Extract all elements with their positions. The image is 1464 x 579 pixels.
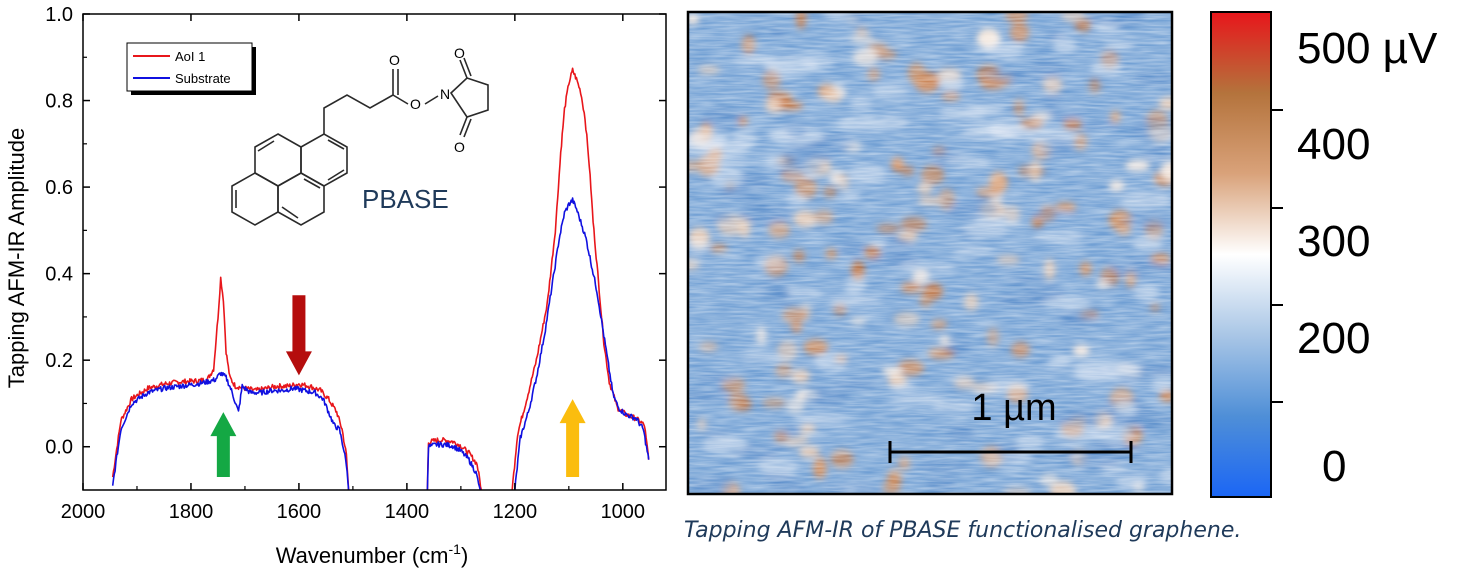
- afm-hotspots: [688, 12, 1172, 494]
- figure-caption: Tapping AFM-IR of PBASE functionalised g…: [684, 518, 1242, 543]
- x-tick-label: 1600: [277, 501, 322, 523]
- y-tick-label: 0.0: [45, 437, 73, 459]
- scale-bar-label: 1 µm: [971, 387, 1056, 429]
- svg-text:O: O: [454, 45, 465, 61]
- x-tick-label: 1400: [385, 501, 430, 523]
- pbase-molecule-structure: [231, 57, 489, 226]
- colorbar-tick-300: 300: [1297, 217, 1370, 266]
- molecule-atom-labels: O O N O O: [389, 45, 465, 155]
- legend-label-aoi: AoI 1: [175, 49, 205, 64]
- series-line-substrate-segment-1: [111, 371, 350, 491]
- ir-spectrum-chart: 2000 1800 1600 1400 1200 1000 0.0 0.2 0.4 0.6 0.8 1…: [4, 4, 667, 568]
- colorbar-tick-0: 0: [1322, 442, 1346, 491]
- y-axis-label: Tapping AFM-IR Amplitude: [4, 128, 29, 388]
- svg-text:O: O: [410, 96, 421, 112]
- y-tick-label: 0.8: [45, 91, 73, 113]
- series-line-substrate-segment-2: [426, 441, 482, 491]
- colorbar-tick-200: 200: [1297, 314, 1370, 363]
- svg-text:N: N: [440, 86, 450, 102]
- molecule-label: PBASE: [362, 184, 449, 214]
- annotation-arrow-2: [285, 295, 312, 376]
- x-tick-label: 1800: [169, 501, 214, 523]
- legend: AoI 1 Substrate: [126, 42, 256, 95]
- spectrum-axes: 2000 1800 1600 1400 1200 1000 0.0 0.2 0.4 0.6 0.8 1…: [45, 4, 667, 523]
- x-tick-label: 1200: [493, 501, 538, 523]
- annotation-arrow-1: [210, 412, 237, 478]
- legend-label-substrate: Substrate: [175, 71, 231, 86]
- plot-frame: [82, 13, 667, 491]
- series-line-aoi-1-segment-3: [511, 67, 650, 491]
- afm-heatmap: [688, 12, 1172, 494]
- x-axis-label: Wavenumber (cm-1): [276, 541, 469, 568]
- series-line-aoi-1-segment-2: [426, 436, 483, 491]
- x-tick-label: 2000: [61, 501, 106, 523]
- x-tick-label: 1000: [601, 501, 646, 523]
- annotation-arrow-3: [559, 399, 586, 478]
- svg-text:O: O: [454, 139, 465, 155]
- series-line-aoi-1-segment-1: [111, 276, 350, 491]
- y-tick-label: 1.0: [45, 4, 73, 26]
- series-line-substrate-segment-3: [514, 197, 650, 491]
- y-tick-label: 0.4: [45, 264, 73, 286]
- y-tick-label: 0.2: [45, 350, 73, 372]
- spectrum-plot-area: [111, 67, 650, 491]
- svg-text:O: O: [389, 52, 400, 68]
- scale-bar: 1 µm: [888, 387, 1133, 463]
- colorbar-tick-400: 400: [1297, 120, 1370, 169]
- colorbar-tick-500: 500 µV: [1297, 24, 1438, 73]
- colorbar: 500 µV 400 300 200 0: [1210, 11, 1438, 498]
- y-tick-label: 0.6: [45, 177, 73, 199]
